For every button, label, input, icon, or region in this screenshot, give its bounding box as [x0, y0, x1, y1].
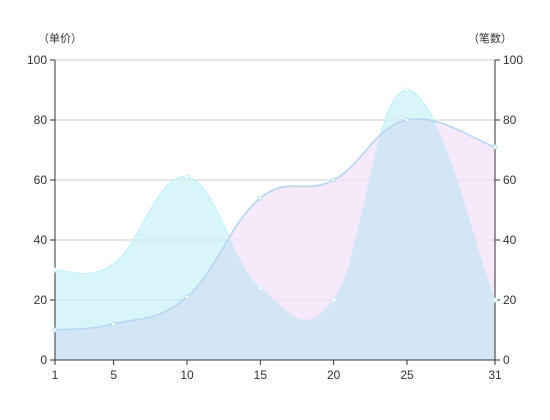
left-tick-label-60: 60: [34, 173, 48, 187]
left-tick-label-0: 0: [40, 353, 47, 367]
series-1-point-1: [52, 327, 58, 333]
x-tick-label-15: 15: [254, 368, 268, 382]
left-axis-title: （单价）: [38, 32, 82, 45]
x-tick-label-20: 20: [327, 368, 341, 382]
series-1-point-5: [111, 321, 117, 327]
right-tick-label-40: 40: [503, 233, 517, 247]
left-tick-label-100: 100: [27, 53, 47, 67]
x-tick-label-1: 1: [52, 368, 59, 382]
series-1-point-31: [492, 144, 498, 150]
x-tick-label-31: 31: [488, 368, 502, 382]
data-points: [52, 87, 498, 333]
series-2-point-20: [331, 297, 337, 303]
x-tick-label-5: 5: [110, 368, 117, 382]
left-tick-label-40: 40: [34, 233, 48, 247]
series-1-point-15: [257, 195, 263, 201]
series-2-point-31: [492, 297, 498, 303]
right-tick-label-20: 20: [503, 293, 517, 307]
series-2-point-15: [257, 285, 263, 291]
right-tick-label-80: 80: [503, 113, 517, 127]
series-1-point-20: [331, 177, 337, 183]
series-2-point-25: [404, 87, 410, 93]
right-axis-title: （笔数）: [468, 31, 512, 45]
left-tick-label-80: 80: [34, 113, 48, 127]
series-areas: [54, 89, 496, 361]
series-1-point-25: [404, 117, 410, 123]
series-2-point-5: [111, 261, 117, 267]
series-2-point-1: [52, 267, 58, 273]
x-tick-label-25: 25: [400, 368, 414, 382]
series-2-point-10: [184, 174, 190, 180]
series-1-point-10: [184, 294, 190, 300]
x-tick-label-10: 10: [180, 368, 194, 382]
left-tick-label-20: 20: [34, 293, 48, 307]
right-tick-label-0: 0: [503, 353, 510, 367]
right-tick-label-60: 60: [503, 173, 517, 187]
right-tick-label-100: 100: [503, 53, 523, 67]
